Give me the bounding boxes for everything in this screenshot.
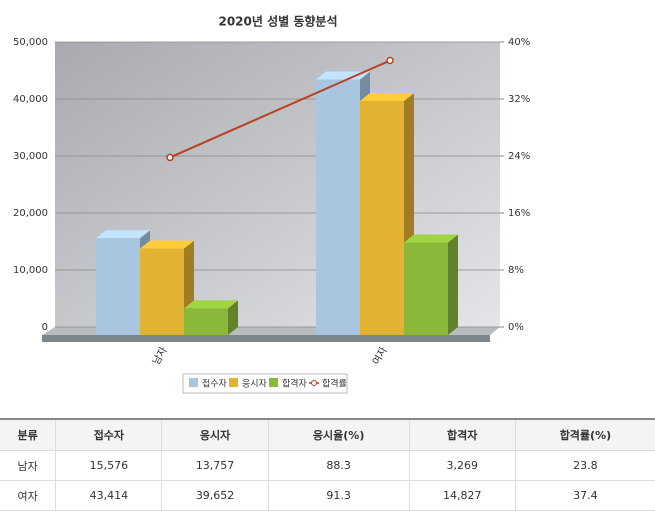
table-cell: 남자 — [0, 450, 57, 481]
bar-top — [184, 300, 238, 309]
table-row: 여자 43,414 39,652 91.3 14,827 37.4 — [0, 480, 655, 511]
y2-tick-label: 8% — [508, 265, 524, 276]
table-cell: 14,827 — [408, 480, 516, 511]
table-cell: 여자 — [0, 480, 57, 511]
table-cell: 23.8 — [514, 450, 655, 481]
y2-tick-label: 32% — [508, 94, 530, 105]
legend-box — [182, 373, 348, 394]
table-cell: 43,414 — [55, 480, 163, 511]
table-header: 응시율(%) — [267, 418, 410, 451]
table-header: 합격률(%) — [514, 418, 655, 451]
y-tick-label: 30,000 — [13, 151, 48, 162]
y-tick-label: 0 — [42, 322, 48, 333]
table-header: 분류 — [0, 418, 57, 451]
legend-icon — [189, 378, 198, 387]
table-cell: 13,757 — [161, 450, 269, 481]
bar-top — [360, 92, 414, 101]
x-tick-label: 남자 — [150, 345, 170, 367]
legend-icon — [229, 378, 238, 387]
line-point — [386, 56, 394, 65]
chart-title: 2020년 성별 동향분석 — [218, 14, 337, 29]
y2-tick-label: 40% — [508, 37, 530, 48]
table-cell: 39,652 — [161, 480, 269, 511]
bar — [96, 238, 140, 335]
legend-icon — [311, 380, 317, 386]
header-row: 분류 접수자 응시자 응시율(%) 합격자 합격률(%) — [0, 418, 655, 451]
legend-label: 응시자 — [242, 379, 268, 390]
chart: 2020년 성별 동향분석 0 10,000 20,000 30,000 40,000 5… — [13, 14, 530, 394]
table-cell: 15,576 — [55, 450, 163, 481]
data-table: 분류 접수자 응시자 응시율(%) 합격자 합격률(%) 남자 15,576 13,757 88.… — [0, 418, 655, 511]
bar-top — [96, 230, 150, 239]
table-header: 합격자 — [408, 418, 516, 451]
legend-label: 합격자 — [282, 378, 308, 390]
table-header: 접수자 — [55, 418, 163, 451]
table-cell: 88.3 — [267, 450, 410, 481]
y-tick-label: 20,000 — [13, 208, 48, 219]
bar — [316, 79, 360, 336]
y-tick-label: 50,000 — [13, 37, 48, 48]
y2-tick-label: 24% — [508, 151, 530, 162]
bar — [140, 248, 184, 335]
legend-label: 합격률 — [322, 378, 347, 390]
bar — [404, 242, 448, 335]
table-cell: 3,269 — [408, 450, 516, 481]
bar-top — [316, 71, 370, 80]
line-point — [166, 153, 174, 162]
y-tick-label: 10,000 — [13, 265, 48, 276]
bar — [360, 100, 404, 335]
table-header: 응시자 — [161, 418, 269, 451]
floor-edge — [42, 335, 490, 342]
y2-tick-label: 0% — [508, 322, 524, 333]
bar-top — [404, 234, 458, 243]
table-cell: 37.4 — [514, 480, 655, 511]
line — [169, 59, 391, 159]
y2-tick-label: 16% — [508, 208, 530, 219]
bar-top — [140, 240, 194, 249]
bar — [184, 308, 228, 335]
table-cell: 91.3 — [267, 480, 410, 511]
x-tick-label: 여자 — [370, 345, 390, 367]
table-row: 남자 15,576 13,757 88.3 3,269 23.8 — [0, 450, 655, 481]
legend-label: 접수자 — [202, 378, 228, 390]
y-tick-label: 40,000 — [13, 94, 48, 105]
legend-icon — [269, 378, 278, 387]
bar-side — [228, 300, 238, 335]
bar-side — [448, 234, 458, 335]
